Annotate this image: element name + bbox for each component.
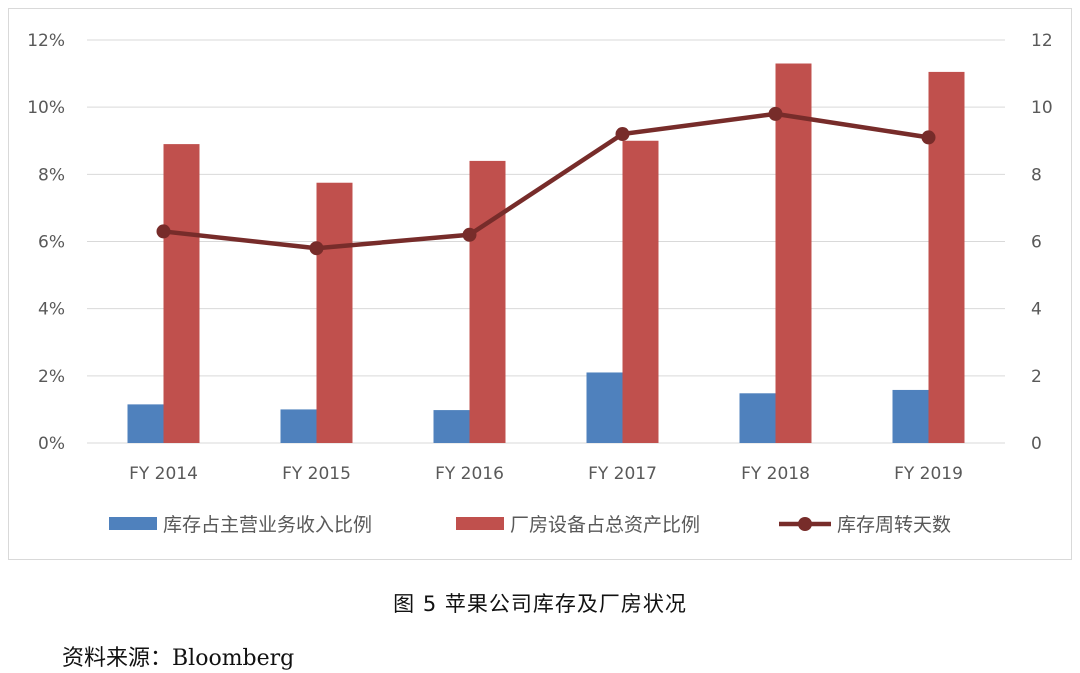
left-axis-tick-label: 2% (38, 367, 65, 387)
bar (433, 410, 470, 443)
left-axis-tick-label: 12% (27, 31, 65, 51)
legend-marker (798, 517, 812, 531)
left-axis-tick-label: 10% (27, 98, 65, 118)
bar (316, 182, 353, 443)
left-axis-tick-label: 6% (38, 233, 65, 253)
series-line (163, 111, 929, 251)
right-axis-tick-label: 10 (1031, 98, 1053, 118)
legend-label: 厂房设备占总资产比例 (510, 514, 700, 536)
source-note: 资料来源：Bloomberg (62, 646, 295, 671)
line-point (615, 127, 630, 142)
left-axis-tick-label: 4% (38, 300, 65, 320)
right-axis-tick-label: 6 (1031, 233, 1042, 253)
bar (586, 372, 623, 443)
right-axis-tick-label: 8 (1031, 165, 1042, 185)
line-point (462, 227, 477, 242)
category-label: FY 2016 (435, 464, 504, 484)
right-axis-tick-label: 2 (1031, 367, 1042, 387)
left-axis-tick-label: 0% (38, 434, 65, 454)
right-axis-tick-label: 0 (1031, 434, 1042, 454)
category-label: FY 2018 (741, 464, 810, 484)
line-point (156, 224, 171, 239)
bar (280, 409, 317, 443)
legend-swatch (109, 517, 157, 530)
line-point (921, 130, 936, 145)
bar (775, 63, 812, 444)
figure-caption: 图 5 苹果公司库存及厂房状况 (393, 592, 687, 616)
right-axis-tick-label: 12 (1031, 31, 1053, 51)
line-point (768, 106, 783, 121)
bar (469, 160, 506, 443)
chart-frame: 0% 2% 4% 6% 8% 10% 12% 0 2 4 6 8 10 12 FY 2014 FY 2015 F… (8, 8, 1072, 560)
legend-label: 库存占主营业务收入比例 (163, 514, 372, 536)
left-axis-tick-label: 8% (38, 165, 65, 185)
category-label: FY 2019 (894, 464, 963, 484)
legend-label: 库存周转天数 (837, 514, 951, 536)
bar (163, 144, 200, 443)
legend-swatch (456, 517, 504, 530)
bar (622, 140, 659, 443)
bar (127, 404, 164, 443)
bar (739, 393, 776, 443)
bar (892, 389, 929, 443)
line-point (309, 241, 324, 256)
combo-chart: 0% 2% 4% 6% 8% 10% 12% 0 2 4 6 8 10 12 FY 2014 FY 2015 F… (27, 31, 1053, 536)
right-axis-tick-label: 4 (1031, 300, 1042, 320)
category-label: FY 2015 (282, 464, 351, 484)
bar (928, 71, 965, 443)
category-label: FY 2017 (588, 464, 657, 484)
category-label: FY 2014 (129, 464, 198, 484)
